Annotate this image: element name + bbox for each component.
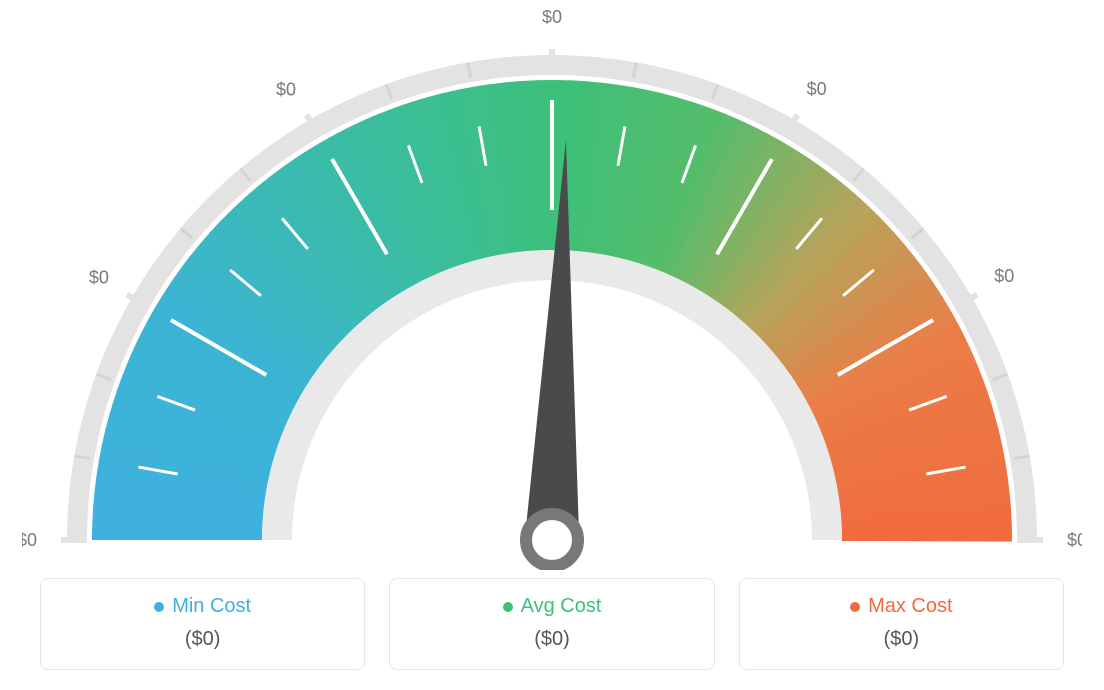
legend-min-value: ($0)	[53, 628, 352, 651]
gauge-scale-label: $0	[89, 267, 109, 287]
gauge-pivot	[526, 514, 578, 566]
legend-min-label: Min Cost	[172, 595, 251, 618]
gauge-scale-label: $0	[994, 266, 1014, 286]
legend-row: Min Cost ($0) Avg Cost ($0) Max Cost ($0…	[40, 578, 1064, 670]
legend-card-avg: Avg Cost ($0)	[389, 578, 714, 670]
legend-avg-header: Avg Cost	[402, 595, 701, 618]
gauge-scale-label: $0	[807, 79, 827, 99]
legend-avg-value: ($0)	[402, 628, 701, 651]
legend-card-max: Max Cost ($0)	[739, 578, 1064, 670]
legend-max-header: Max Cost	[752, 595, 1051, 618]
avg-dot-icon	[503, 602, 513, 612]
min-dot-icon	[154, 602, 164, 612]
gauge-scale-label: $0	[276, 80, 296, 100]
gauge-scale-label: $0	[542, 10, 562, 27]
gauge-scale-label: $0	[22, 530, 37, 550]
legend-card-min: Min Cost ($0)	[40, 578, 365, 670]
legend-max-label: Max Cost	[868, 595, 952, 618]
gauge-scale-label: $0	[1067, 530, 1082, 550]
legend-avg-label: Avg Cost	[521, 595, 602, 618]
gauge-svg: $0 $0 $0 $0 $0 $0 $0	[22, 10, 1082, 570]
gauge-chart: $0 $0 $0 $0 $0 $0 $0	[0, 10, 1104, 560]
legend-max-value: ($0)	[752, 628, 1051, 651]
max-dot-icon	[850, 602, 860, 612]
legend-min-header: Min Cost	[53, 595, 352, 618]
